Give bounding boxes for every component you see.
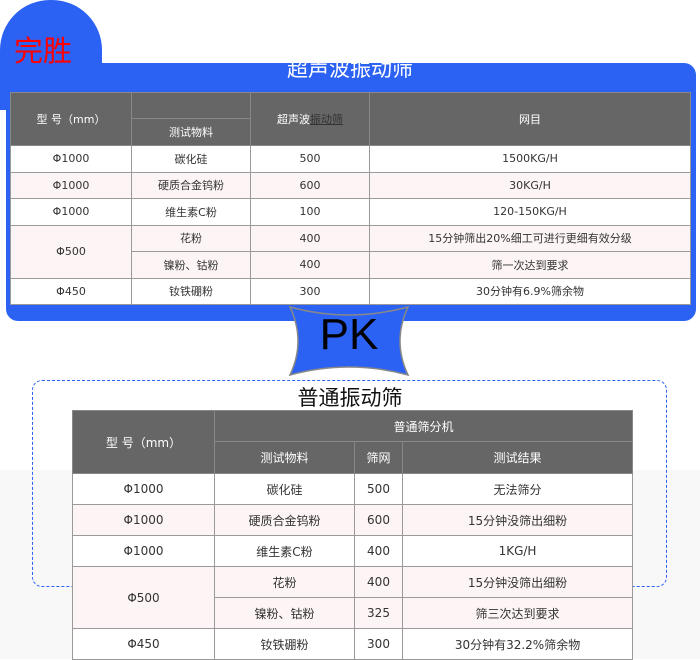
table-row: Φ1000 碳化硅 500 无法筛分 xyxy=(72,473,634,505)
table-row: Φ500 花粉 400 15分钟筛出20%细工可进行更细有效分级 xyxy=(10,224,691,279)
cell-material: 硬质合金钨粉 xyxy=(214,504,355,536)
cell-mesh: 500 xyxy=(354,473,403,505)
header-empty xyxy=(131,92,251,119)
header-sieve: 超声波振动筛 xyxy=(250,92,370,146)
table-row: Φ1000 碳化硅 500 1500KG/H xyxy=(10,145,691,173)
cell-result: 15分钟没筛出细粉 xyxy=(401,504,634,536)
cell-material: 碳化硅 xyxy=(131,145,251,173)
ultrasonic-table: 型 号（mm） 超声波振动筛 网目 测试物料 Φ1000 碳化硅 500 1500KG/H… xyxy=(10,92,691,305)
cell-material: 碳化硅 xyxy=(214,473,355,505)
cell-result: 筛一次达到要求 xyxy=(369,251,691,279)
cell-mesh: 400 xyxy=(354,535,403,567)
pk-banner-shape xyxy=(288,305,410,377)
cell-mesh: 400 xyxy=(250,251,370,279)
cell-model: Φ1000 xyxy=(72,535,215,567)
table-row: Φ1000 硬质合金钨粉 600 15分钟没筛出细粉 xyxy=(72,504,634,536)
ordinary-title: 普通振动筛 xyxy=(297,386,403,410)
cell-result: 30KG/H xyxy=(369,171,691,199)
table-row: 镍粉、钴粉 400 筛一次达到要求 xyxy=(11,251,691,279)
cell-result: 30分钟有32.2%筛余物 xyxy=(401,628,634,660)
table-row: Φ1000 硬质合金钨粉 600 30KG/H xyxy=(10,171,691,199)
cell-model: Φ450 xyxy=(72,628,215,660)
cell-mesh: 500 xyxy=(250,145,370,173)
table-row: Φ1000 维生素C粉 400 1KG/H xyxy=(72,535,634,567)
table-row: Φ1000 维生素C粉 100 120-150KG/H xyxy=(10,198,691,226)
table-row: Φ450 钕铁硼粉 300 30分钟有6.9%筛余物 xyxy=(10,277,691,305)
cell-material: 镍粉、钴粉 xyxy=(131,251,251,279)
header-material: 测试物料 xyxy=(131,118,251,146)
cell-material: 维生素C粉 xyxy=(214,535,355,567)
cell-mesh: 600 xyxy=(354,504,403,536)
header-model: 型 号（mm） xyxy=(72,410,215,474)
cell-result: 15分钟没筛出细粉 xyxy=(401,566,634,598)
header-mesh: 网目 xyxy=(369,92,691,146)
cell-mesh: 400 xyxy=(250,224,370,252)
cell-result: 筛三次达到要求 xyxy=(401,597,634,629)
cell-material: 花粉 xyxy=(131,224,251,252)
cell-model: Φ1000 xyxy=(10,171,132,199)
cell-material: 维生素C粉 xyxy=(131,198,251,226)
cell-mesh: 300 xyxy=(354,628,403,660)
cell-model: Φ1000 xyxy=(10,198,132,226)
cell-material: 花粉 xyxy=(214,566,355,598)
header-mesh: 筛网 xyxy=(354,441,403,474)
cell-result: 15分钟筛出20%细工可进行更细有效分级 xyxy=(369,224,691,252)
cell-material: 钕铁硼粉 xyxy=(131,277,251,305)
ordinary-table: 型 号（mm） 普通筛分机 测试物料 筛网 测试结果 Φ1000 碳化硅 500 无法筛分 … xyxy=(72,410,634,660)
cell-mesh: 100 xyxy=(250,198,370,226)
cell-result: 30分钟有6.9%筛余物 xyxy=(369,277,691,305)
cell-model: Φ450 xyxy=(10,277,132,305)
cell-mesh: 600 xyxy=(250,171,370,199)
cell-model: Φ1000 xyxy=(10,145,132,173)
cell-material: 镍粉、钴粉 xyxy=(214,597,355,629)
cell-result: 120-150KG/H xyxy=(369,198,691,226)
header-result: 测试结果 xyxy=(401,441,634,474)
header-model: 型 号（mm） xyxy=(10,92,132,146)
win-badge: 完胜 xyxy=(14,34,73,68)
table-row: Φ500 花粉 400 15分钟没筛出细粉 xyxy=(72,566,634,629)
cell-mesh: 300 xyxy=(250,277,370,305)
cell-material: 硬质合金钨粉 xyxy=(131,171,251,199)
cell-result: 1500KG/H xyxy=(369,145,691,173)
ultrasonic-title: 超声波振动筛 xyxy=(287,57,413,81)
header-group: 普通筛分机 xyxy=(213,410,634,442)
cell-result: 无法筛分 xyxy=(401,473,634,505)
cell-result: 1KG/H xyxy=(401,535,634,567)
cell-material: 钕铁硼粉 xyxy=(214,628,355,660)
cell-model: Φ1000 xyxy=(72,473,215,505)
cell-model: Φ500 xyxy=(10,224,132,279)
header-material: 测试物料 xyxy=(214,441,355,474)
cell-model: Φ500 xyxy=(72,566,215,629)
cell-mesh: 325 xyxy=(354,597,403,629)
cell-model: Φ1000 xyxy=(72,504,215,536)
pk-label: PK xyxy=(319,310,379,359)
header-sieve-a: 超声波 xyxy=(277,113,310,126)
header-sieve-link[interactable]: 振动筛 xyxy=(310,113,343,126)
table-row: Φ450 钕铁硼粉 300 30分钟有32.2%筛余物 xyxy=(72,628,634,660)
cell-mesh: 400 xyxy=(354,566,403,598)
